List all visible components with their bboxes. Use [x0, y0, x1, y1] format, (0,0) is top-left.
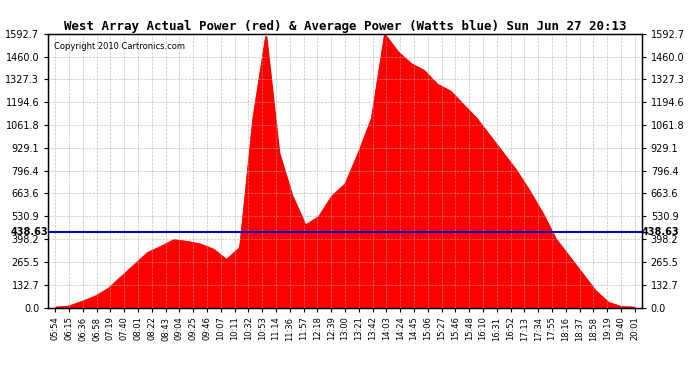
Text: Copyright 2010 Cartronics.com: Copyright 2010 Cartronics.com [55, 42, 185, 51]
Title: West Array Actual Power (red) & Average Power (Watts blue) Sun Jun 27 20:13: West Array Actual Power (red) & Average … [63, 20, 627, 33]
Text: 438.63: 438.63 [10, 227, 48, 237]
Text: 438.63: 438.63 [642, 227, 680, 237]
